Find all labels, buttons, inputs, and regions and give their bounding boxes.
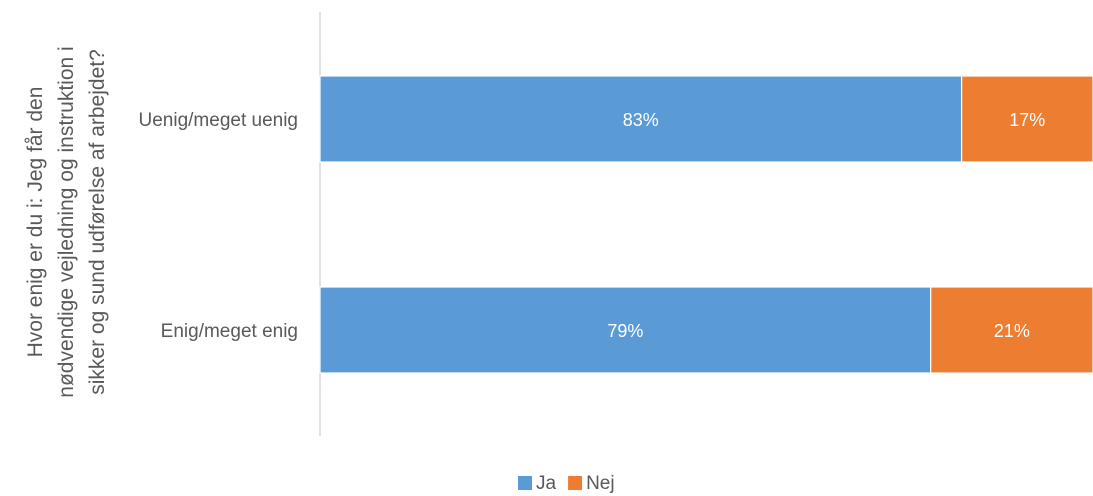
data-label: 17% [1009, 110, 1045, 130]
data-label: 21% [994, 321, 1030, 341]
legend-swatch-nej [568, 476, 583, 490]
y-axis-title: Hvor enig er du i: Jeg får den nødvendige… [24, 46, 109, 397]
y-axis-title-line: sikker og sund udførelse af arbejdet? [86, 49, 109, 395]
category-label: Uenig/meget uenig [139, 110, 299, 131]
legend: Ja Nej [518, 473, 615, 494]
category-label: Enig/meget enig [161, 321, 298, 342]
bar-segment-nej [930, 286, 1093, 374]
legend-label-nej: Nej [586, 473, 615, 494]
y-axis-title-line: nødvendige vejledning og instruktion i [55, 46, 78, 397]
bar-segment-nej [960, 75, 1093, 163]
y-axis-title-line: Hvor enig er du i: Jeg får den [24, 87, 47, 358]
data-label: 83% [623, 110, 659, 130]
bar-segment-ja [319, 75, 963, 163]
legend-swatch-ja [518, 476, 532, 490]
data-label: 79% [607, 321, 643, 341]
category-labels: Uenig/meget uenig Enig/meget enig [139, 110, 299, 342]
bars: 83% 17% 79% 21% [319, 75, 1093, 374]
legend-label-ja: Ja [536, 473, 557, 494]
bar-segment-ja [319, 286, 932, 374]
